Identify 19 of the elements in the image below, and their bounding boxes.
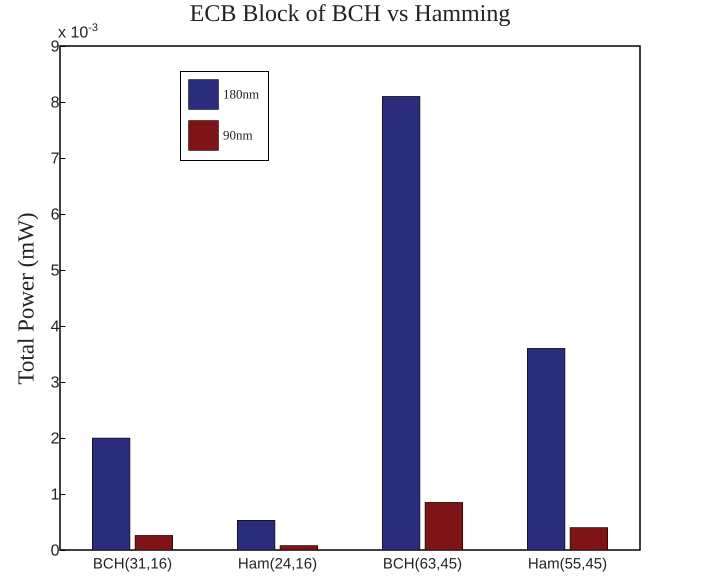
legend-label: 90nm [223,128,253,142]
y-tick-label: 4 [50,318,60,336]
y-tick-label: 7 [50,150,60,168]
legend-label: 180nm [223,86,260,102]
y-tick-label: 9 [50,38,60,56]
chart-title: ECB Block of BCH vs Hamming [190,1,510,27]
y-tick-label: 8 [50,94,60,112]
text: x 10$^{-3}$ [58,22,98,42]
x-tick-label: Ham(24,16) [238,556,318,572]
y-tick-label: 1 [50,486,60,504]
y-tick-label: 0 [50,542,60,560]
y-axis-title: Total Power (mW) [14,212,39,385]
x-tick-label: BCH(31,16) [92,556,172,572]
x-tick-label: Ham(55,45) [528,556,608,572]
y-tick-label: 2 [50,430,60,448]
y-tick-label: 5 [50,262,60,280]
y-tick-label: 3 [50,374,60,392]
x-tick-label: BCH(63,45) [382,556,462,572]
y-tick-label: 6 [50,206,60,224]
